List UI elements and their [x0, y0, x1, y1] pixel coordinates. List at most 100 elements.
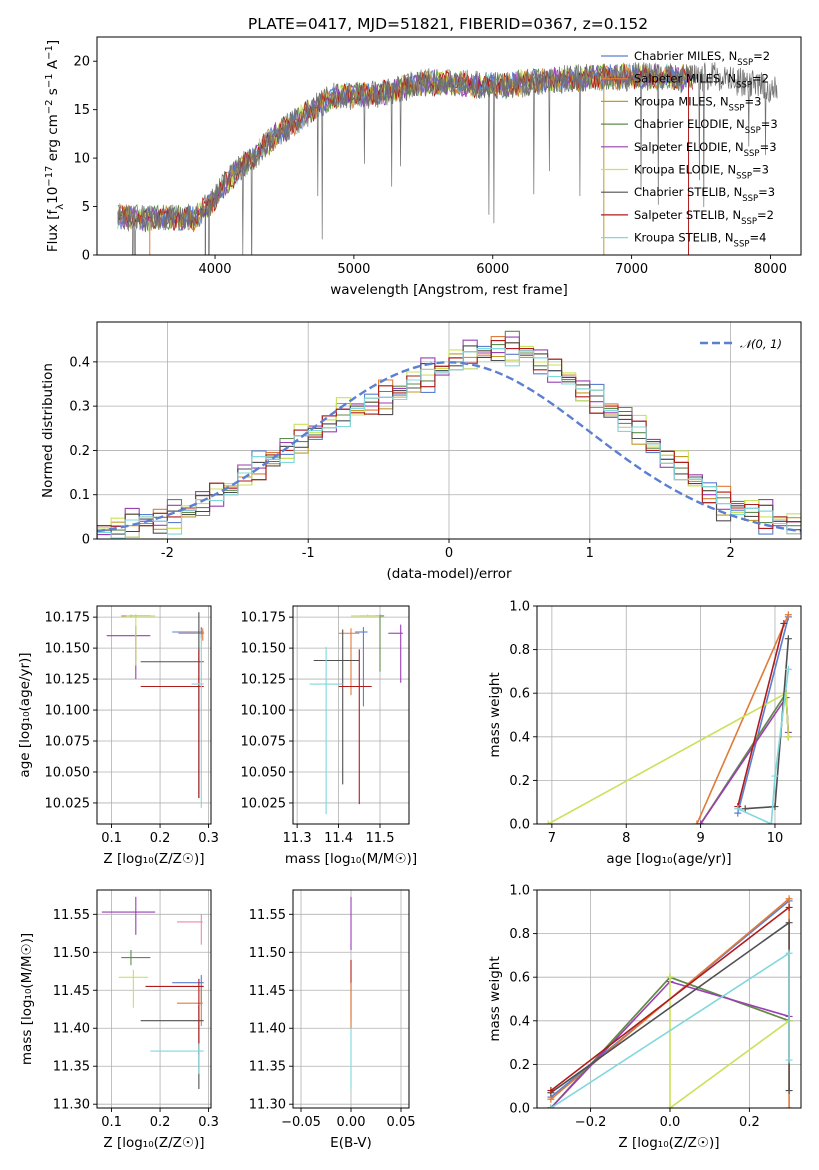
weight-vs-age-ytick-label: 0.4 — [509, 730, 530, 745]
age-vs-Z-plot-area — [106, 612, 205, 808]
weight-vs-age-series-1 — [696, 614, 790, 824]
mass-vs-Z-plot-area — [101, 896, 204, 1090]
spectrum-ytick-label: 5 — [82, 200, 90, 215]
mass-vs-EBV-ytick-label: 11.55 — [249, 908, 286, 923]
weight-vs-age-marker — [741, 805, 749, 813]
residuals-ytick-label: 0.2 — [69, 444, 90, 459]
mass-vs-Z-xtick-label: 0.1 — [101, 1115, 122, 1130]
spectrum-frame — [96, 36, 802, 256]
spectrum-xtick-label: 7000 — [615, 262, 648, 277]
residuals-xtick-label: 2 — [726, 546, 734, 561]
age-vs-Z-frame — [96, 605, 212, 825]
spectrum-ytick-label: 20 — [73, 55, 90, 70]
weight-vs-age-ytick-label: 0.2 — [509, 774, 530, 789]
mass-vs-EBV-xtick-label: 0.05 — [387, 1115, 416, 1130]
residuals-xtick-label: -1 — [302, 546, 315, 561]
residuals-ytick-label: 0.3 — [69, 400, 90, 415]
age-vs-Z-ytick-label: 10.025 — [45, 796, 91, 811]
weight-vs-Z-xtick-label: 0.0 — [660, 1115, 681, 1130]
mass-vs-Z-ytick-label: 11.55 — [53, 908, 90, 923]
weight-vs-Z-frame — [536, 889, 802, 1109]
weight-vs-Z-series-7 — [550, 906, 790, 1092]
weight-vs-age-xtick-label: 8 — [622, 831, 630, 846]
spectrum-legend-label: Chabrier STELIB, NSSP=3 — [634, 185, 775, 204]
mass-vs-EBV-xtick-label: −0.05 — [281, 1115, 321, 1130]
mass-vs-Z-ytick-label: 11.30 — [53, 1098, 90, 1113]
mass-vs-Z-axes: 0.1 0.2 0.3 11.30 11.35 11.40 11.45 11.50 11.55 Z… — [19, 889, 219, 1151]
mass-vs-Z-frame — [96, 889, 212, 1109]
spectrum-model-0 — [117, 64, 694, 231]
spectrum-legend-label: Chabrier ELODIE, NSSP=3 — [634, 117, 778, 136]
residuals-xlabel: (data-model)/error — [386, 566, 512, 582]
residuals-axes: -2 -1 0 1 2 0 0.1 0.2 0.3 0.4 (data-model)/error No… — [40, 321, 802, 582]
weight-vs-age-plot-area — [544, 611, 792, 824]
mass-vs-EBV-ytick-label: 11.30 — [249, 1098, 286, 1113]
residual-hist-8 — [97, 348, 801, 539]
mass-vs-Z-ytick-label: 11.50 — [53, 946, 90, 961]
spectrum-xtick-label: 6000 — [476, 262, 509, 277]
weight-vs-age-ytick-label: 0.8 — [509, 643, 530, 658]
age-vs-mass-xtick-label: 11.4 — [324, 831, 353, 846]
weight-vs-age-marker — [767, 820, 775, 824]
mass-vs-EBV-xlabel: E(B-V) — [330, 1135, 372, 1151]
spectrum-legend: Chabrier MILES, NSSP=2 Salpeter MILES, NS… — [601, 49, 778, 250]
weight-vs-Z-ytick-label: 0.6 — [509, 971, 530, 986]
weight-vs-age-marker — [784, 635, 792, 643]
age-vs-Z-ytick-label: 10.125 — [45, 673, 91, 688]
age-vs-Z-ytick-label: 10.150 — [45, 642, 91, 657]
weight-vs-age-ytick-label: 1.0 — [509, 600, 530, 615]
spectrum-xtick-label: 5000 — [337, 262, 370, 277]
age-vs-Z-xlabel: Z [log₁₀(Z/Z☉)] — [103, 851, 204, 867]
spectrum-xtick-label: 8000 — [754, 262, 787, 277]
spectrum-legend-label: Salpeter ELODIE, NSSP=3 — [634, 140, 777, 159]
weight-vs-Z-marker — [785, 903, 793, 911]
spectrum-axes: 4000 5000 6000 7000 8000 0 5 10 15 20 wavelength [… — [44, 36, 802, 298]
gaussian-curve — [97, 361, 801, 533]
mass-vs-Z-xtick-label: 0.3 — [198, 1115, 219, 1130]
spectrum-legend-label: Chabrier MILES, NSSP=2 — [634, 49, 770, 68]
mass-vs-EBV-axes: −0.05 0.00 0.05 11.30 11.35 11.40 11.45 11.50 11… — [249, 889, 416, 1151]
residuals-xtick-label: 0 — [445, 546, 453, 561]
weight-vs-age-series-0 — [737, 616, 790, 814]
weight-vs-age-marker — [734, 805, 742, 813]
age-vs-mass-ytick-label: 10.075 — [241, 735, 287, 750]
weight-vs-age-marker — [784, 611, 792, 619]
weight-vs-Z-marker — [785, 949, 793, 957]
residuals-ytick-label: 0.4 — [69, 355, 90, 370]
residuals-xtick-label: -2 — [161, 546, 174, 561]
age-vs-Z-xtick-label: 0.1 — [101, 831, 122, 846]
mass-vs-EBV-ytick-label: 11.40 — [249, 1022, 286, 1037]
weight-vs-age-frame — [536, 605, 802, 825]
mass-vs-Z-ylabel: mass [log₁₀(M/M☉)] — [19, 933, 35, 1065]
mass-vs-Z-ytick-label: 11.35 — [53, 1060, 90, 1075]
weight-vs-Z-xtick-label: 0.2 — [739, 1115, 760, 1130]
weight-vs-Z-plot-area — [547, 895, 793, 1108]
age-vs-Z-ytick-label: 10.075 — [45, 735, 91, 750]
age-vs-Z-axes: 0.1 0.2 0.3 10.025 10.050 10.075 10.100 10.125 1… — [17, 605, 219, 867]
weight-vs-age-marker — [693, 820, 701, 824]
weight-vs-age-ylabel: mass weight — [487, 672, 503, 757]
age-vs-Z-xtick-label: 0.2 — [150, 831, 171, 846]
weight-vs-Z-ytick-label: 1.0 — [509, 884, 530, 899]
residual-hist-7 — [97, 340, 801, 539]
weight-vs-age-xlabel: age [log₁₀(age/yr)] — [606, 851, 731, 867]
weight-vs-Z-ytick-label: 0.8 — [509, 927, 530, 942]
age-vs-mass-ytick-label: 10.050 — [241, 765, 287, 780]
weight-vs-Z-ytick-label: 0.4 — [509, 1014, 530, 1029]
weight-vs-Z-marker — [666, 1104, 674, 1108]
age-vs-mass-xlabel: mass [log₁₀(M/M☉)] — [285, 851, 417, 867]
weight-vs-Z-marker — [785, 919, 793, 927]
age-vs-mass-ytick-label: 10.025 — [241, 796, 287, 811]
spectrum-plot-area — [117, 62, 778, 255]
weight-vs-age-xtick-label: 7 — [548, 831, 556, 846]
spectrum-xtick-label: 4000 — [198, 262, 231, 277]
weight-vs-Z-marker — [785, 1087, 793, 1095]
age-vs-Z-ytick-label: 10.100 — [45, 704, 91, 719]
weight-vs-age-marker — [771, 772, 779, 780]
residuals-plot-area — [97, 330, 801, 539]
weight-vs-Z-marker — [547, 1104, 555, 1108]
mass-vs-Z-ytick-label: 11.45 — [53, 984, 90, 999]
mass-vs-EBV-xtick-label: 0.00 — [337, 1115, 366, 1130]
age-vs-mass-ytick-label: 10.175 — [241, 611, 287, 626]
age-vs-Z-ytick-label: 10.175 — [45, 611, 91, 626]
